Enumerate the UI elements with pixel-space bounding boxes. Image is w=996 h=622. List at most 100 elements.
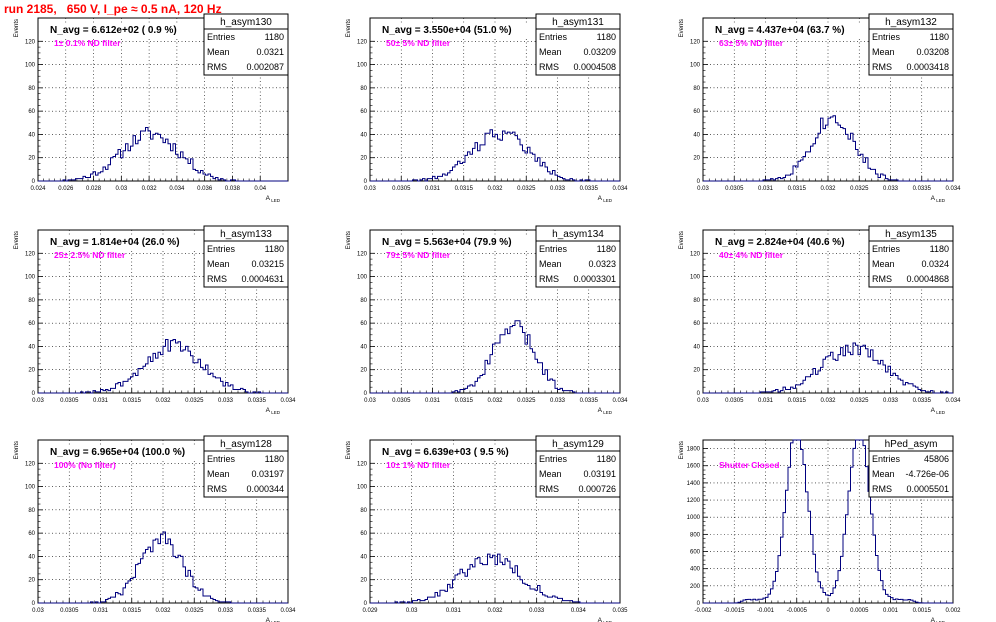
x-tick-label: 0.034 bbox=[945, 186, 961, 192]
histogram-line bbox=[38, 126, 288, 182]
y-tick-label: 120 bbox=[25, 39, 36, 45]
y-tick-label: 100 bbox=[690, 275, 701, 281]
x-axis-label: A LED bbox=[598, 617, 613, 622]
x-tick-label: 0.03 bbox=[697, 186, 709, 192]
stats-name: h_asym132 bbox=[885, 17, 937, 28]
filter-annotation: 63± 5% ND filter bbox=[719, 38, 784, 48]
y-tick-label: 80 bbox=[28, 298, 35, 304]
x-tick-label: 0.032 bbox=[142, 186, 158, 192]
x-tick-label: 0.0305 bbox=[60, 398, 79, 404]
y-tick-label: 100 bbox=[357, 275, 368, 281]
y-axis-label: Events bbox=[679, 441, 685, 459]
x-tick-label: 0.031 bbox=[758, 186, 774, 192]
y-tick-label: 400 bbox=[690, 567, 701, 573]
stats-value: 1180 bbox=[265, 244, 284, 254]
stats-value: -4.726e-06 bbox=[905, 469, 949, 479]
y-tick-label: 40 bbox=[693, 344, 700, 350]
stats-box bbox=[535, 435, 621, 498]
y-tick-label: 60 bbox=[28, 531, 35, 537]
histogram-panel-hPed_asym: -0.002 -0.0015 -0.001 -0.0005 0 0.0005 0.001 0.… bbox=[679, 435, 961, 622]
stats-value: 1180 bbox=[597, 32, 616, 42]
x-tick-label: 0.04 bbox=[254, 186, 266, 192]
stats-value: 0.0003418 bbox=[906, 62, 949, 72]
x-tick-label: 0.0305 bbox=[725, 398, 744, 404]
y-tick-label: 60 bbox=[693, 109, 700, 115]
stats-label: Entries bbox=[207, 32, 236, 42]
y-tick-label: 200 bbox=[690, 584, 701, 590]
stats-box bbox=[868, 225, 954, 288]
x-tick-label: 0.034 bbox=[945, 398, 961, 404]
x-tick-label: 0.0325 bbox=[850, 186, 869, 192]
x-tick-label: 0.032 bbox=[487, 398, 503, 404]
histogram-title: N_avg = 1.814e+04 (26.0 %) bbox=[50, 237, 180, 248]
filter-annotation: 10± 1% ND filter bbox=[386, 460, 451, 470]
y-tick-label: 80 bbox=[360, 298, 367, 304]
y-tick-label: 1800 bbox=[687, 447, 701, 453]
x-tick-label: -0.0005 bbox=[787, 608, 808, 614]
stats-value: 1180 bbox=[597, 244, 616, 254]
x-tick-label: 0.03 bbox=[364, 398, 376, 404]
y-tick-label: 40 bbox=[28, 132, 35, 138]
y-tick-label: 0 bbox=[32, 601, 36, 607]
stats-label: Entries bbox=[872, 244, 901, 254]
x-axis-label: A LED bbox=[931, 407, 946, 415]
x-tick-label: 0.0325 bbox=[850, 398, 869, 404]
stats-value: 0.0004868 bbox=[906, 274, 949, 284]
x-tick-label: 0.0305 bbox=[725, 186, 744, 192]
y-axis-label: Events bbox=[679, 19, 685, 37]
y-tick-label: 0 bbox=[697, 601, 701, 607]
histogram-title: N_avg = 2.824e+04 (40.6 %) bbox=[715, 237, 845, 248]
x-tick-label: 0.0325 bbox=[517, 398, 536, 404]
x-axis-label: A LED bbox=[266, 407, 281, 415]
stats-name: h_asym135 bbox=[885, 229, 937, 240]
stats-label: RMS bbox=[539, 484, 559, 494]
x-tick-label: 0.032 bbox=[155, 398, 171, 404]
stats-label: RMS bbox=[872, 484, 892, 494]
y-tick-label: 20 bbox=[693, 368, 700, 374]
filter-annotation: 79± 5% ND filter bbox=[386, 250, 451, 260]
stats-value: 1180 bbox=[930, 32, 949, 42]
stats-label: RMS bbox=[872, 274, 892, 284]
stats-value: 0.03197 bbox=[251, 469, 284, 479]
y-tick-label: 20 bbox=[28, 578, 35, 584]
y-tick-label: 800 bbox=[690, 532, 701, 538]
filter-annotation: 100% (No filter) bbox=[54, 460, 116, 470]
x-tick-label: 0.03 bbox=[364, 186, 376, 192]
y-tick-label: 40 bbox=[360, 132, 367, 138]
y-tick-label: 60 bbox=[28, 109, 35, 115]
x-tick-label: 0.0005 bbox=[850, 608, 869, 614]
y-tick-label: 100 bbox=[25, 63, 36, 69]
stats-label: Mean bbox=[207, 259, 230, 269]
stats-name: h_asym128 bbox=[220, 439, 272, 450]
histogram-panel-h_asym128: 0.03 0.0305 0.031 0.0315 0.032 0.0325 0.033 0.0… bbox=[14, 435, 296, 622]
x-tick-label: -0.002 bbox=[694, 608, 712, 614]
stats-label: RMS bbox=[539, 62, 559, 72]
x-tick-label: -0.001 bbox=[757, 608, 775, 614]
histogram-line bbox=[370, 129, 620, 182]
x-tick-label: 0.03 bbox=[697, 398, 709, 404]
histogram-line bbox=[703, 115, 953, 182]
x-tick-label: 0.001 bbox=[883, 608, 899, 614]
stats-value: 1180 bbox=[930, 244, 949, 254]
y-tick-label: 80 bbox=[693, 86, 700, 92]
x-tick-label: 0.032 bbox=[487, 186, 503, 192]
stats-label: RMS bbox=[207, 274, 227, 284]
x-tick-label: 0.0315 bbox=[455, 398, 474, 404]
x-axis-label: A LED bbox=[266, 195, 281, 203]
histogram-title: N_avg = 4.437e+04 (63.7 %) bbox=[715, 25, 845, 36]
y-tick-label: 100 bbox=[25, 275, 36, 281]
y-tick-label: 0 bbox=[697, 391, 701, 397]
histogram-panel-h_asym129: 0.029 0.03 0.031 0.032 0.033 0.034 0.035 0 20 40 6… bbox=[346, 435, 628, 622]
stats-value: 0.03209 bbox=[583, 47, 616, 57]
x-tick-label: 0.0335 bbox=[913, 186, 932, 192]
y-tick-label: 0 bbox=[364, 391, 368, 397]
y-tick-label: 20 bbox=[360, 368, 367, 374]
x-tick-label: 0.03 bbox=[115, 186, 127, 192]
y-tick-label: 120 bbox=[357, 461, 368, 467]
y-axis-label: Events bbox=[679, 231, 685, 249]
x-tick-label: 0.033 bbox=[883, 398, 899, 404]
x-tick-label: 0.031 bbox=[93, 398, 109, 404]
stats-name: h_asym130 bbox=[220, 17, 272, 28]
y-tick-label: 1400 bbox=[687, 481, 701, 487]
y-tick-label: 20 bbox=[360, 156, 367, 162]
